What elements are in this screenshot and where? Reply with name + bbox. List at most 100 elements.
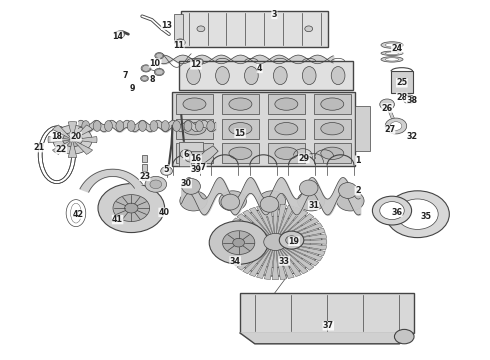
Text: 37: 37 bbox=[323, 321, 334, 330]
Wedge shape bbox=[264, 242, 275, 280]
Ellipse shape bbox=[381, 57, 403, 62]
Wedge shape bbox=[272, 242, 278, 280]
Text: 7: 7 bbox=[122, 71, 128, 80]
Wedge shape bbox=[275, 242, 319, 266]
Circle shape bbox=[258, 191, 286, 211]
Wedge shape bbox=[275, 242, 301, 276]
Circle shape bbox=[286, 236, 297, 244]
Bar bbox=[176, 94, 213, 114]
Circle shape bbox=[155, 53, 164, 59]
Wedge shape bbox=[237, 213, 275, 242]
Circle shape bbox=[380, 99, 394, 110]
Text: 40: 40 bbox=[159, 208, 170, 217]
Wedge shape bbox=[249, 207, 275, 242]
Wedge shape bbox=[275, 242, 314, 270]
Polygon shape bbox=[196, 146, 218, 164]
Text: 32: 32 bbox=[406, 132, 417, 141]
Wedge shape bbox=[275, 242, 308, 274]
Ellipse shape bbox=[229, 147, 252, 159]
Text: 22: 22 bbox=[56, 145, 67, 154]
Text: 20: 20 bbox=[71, 132, 81, 141]
Circle shape bbox=[142, 76, 147, 81]
Text: 35: 35 bbox=[421, 212, 432, 220]
Text: 17: 17 bbox=[196, 163, 206, 172]
Ellipse shape bbox=[331, 67, 345, 85]
Text: 24: 24 bbox=[392, 44, 402, 53]
Circle shape bbox=[176, 40, 184, 45]
Ellipse shape bbox=[321, 98, 344, 110]
Ellipse shape bbox=[221, 194, 240, 210]
Text: 33: 33 bbox=[279, 256, 290, 266]
Wedge shape bbox=[275, 242, 294, 279]
Circle shape bbox=[209, 221, 268, 264]
Circle shape bbox=[156, 53, 163, 58]
Ellipse shape bbox=[93, 121, 101, 131]
Circle shape bbox=[264, 233, 287, 251]
Ellipse shape bbox=[139, 121, 147, 131]
Circle shape bbox=[397, 199, 438, 229]
Ellipse shape bbox=[127, 121, 135, 131]
Wedge shape bbox=[52, 125, 73, 140]
Circle shape bbox=[142, 66, 150, 71]
Ellipse shape bbox=[275, 122, 298, 135]
Wedge shape bbox=[275, 242, 287, 280]
Wedge shape bbox=[224, 234, 275, 242]
Circle shape bbox=[161, 167, 172, 175]
Bar bbox=[355, 106, 370, 151]
Text: 12: 12 bbox=[191, 60, 201, 69]
Circle shape bbox=[279, 231, 304, 249]
Text: 34: 34 bbox=[230, 256, 241, 266]
Wedge shape bbox=[275, 242, 325, 256]
Ellipse shape bbox=[229, 122, 252, 135]
Text: 3: 3 bbox=[271, 10, 277, 19]
Text: 14: 14 bbox=[112, 32, 123, 41]
Ellipse shape bbox=[183, 147, 206, 159]
Text: 16: 16 bbox=[191, 154, 201, 163]
Ellipse shape bbox=[302, 67, 316, 85]
Text: 1: 1 bbox=[355, 156, 361, 165]
Wedge shape bbox=[68, 122, 77, 140]
Bar bbox=[142, 155, 147, 162]
Text: 9: 9 bbox=[129, 84, 135, 93]
Circle shape bbox=[113, 195, 149, 221]
Ellipse shape bbox=[82, 121, 90, 131]
Text: 2: 2 bbox=[355, 186, 361, 195]
Circle shape bbox=[305, 26, 313, 32]
Wedge shape bbox=[275, 213, 314, 242]
Wedge shape bbox=[275, 204, 287, 242]
Text: 38: 38 bbox=[406, 96, 417, 105]
Wedge shape bbox=[275, 240, 327, 244]
Wedge shape bbox=[243, 242, 275, 274]
Circle shape bbox=[219, 191, 246, 211]
Text: 42: 42 bbox=[73, 210, 84, 219]
Wedge shape bbox=[228, 223, 275, 242]
Bar bbox=[176, 144, 213, 163]
Ellipse shape bbox=[339, 183, 357, 198]
Wedge shape bbox=[243, 210, 275, 242]
Text: 29: 29 bbox=[298, 154, 309, 163]
Wedge shape bbox=[232, 218, 275, 242]
Wedge shape bbox=[73, 125, 93, 140]
Text: 11: 11 bbox=[173, 41, 184, 50]
Ellipse shape bbox=[321, 122, 344, 135]
Ellipse shape bbox=[104, 121, 112, 131]
Text: 25: 25 bbox=[396, 78, 407, 87]
Circle shape bbox=[386, 191, 449, 238]
Ellipse shape bbox=[385, 58, 399, 61]
Wedge shape bbox=[225, 242, 275, 256]
Circle shape bbox=[390, 122, 402, 130]
Ellipse shape bbox=[116, 121, 124, 131]
Wedge shape bbox=[264, 204, 275, 242]
Wedge shape bbox=[257, 205, 275, 242]
Text: 8: 8 bbox=[149, 75, 155, 84]
Ellipse shape bbox=[299, 180, 318, 196]
Circle shape bbox=[229, 208, 322, 276]
Bar bbox=[172, 92, 355, 166]
Circle shape bbox=[154, 68, 164, 76]
Circle shape bbox=[124, 203, 138, 213]
Bar bbox=[314, 144, 351, 163]
Ellipse shape bbox=[183, 98, 206, 110]
Circle shape bbox=[380, 202, 404, 220]
Text: 21: 21 bbox=[34, 143, 45, 152]
Polygon shape bbox=[179, 142, 203, 166]
